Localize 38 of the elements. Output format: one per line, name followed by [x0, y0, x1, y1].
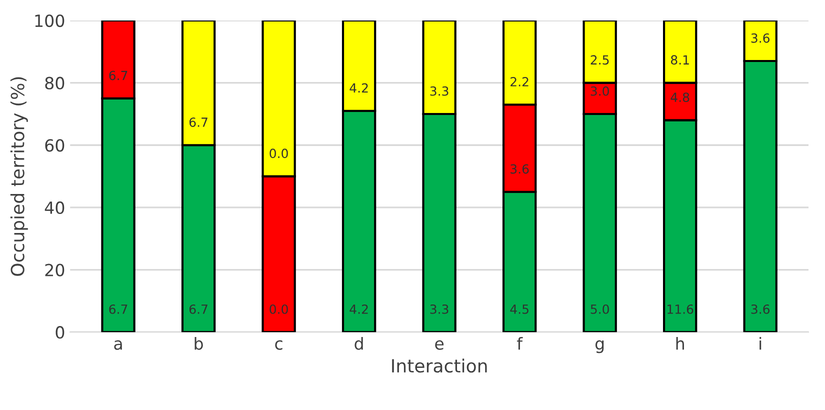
annotation: 6.7	[189, 118, 208, 127]
annotation: 0.0	[270, 304, 288, 314]
x-tick-label: e	[435, 340, 444, 350]
annotation: 4.8	[670, 92, 690, 102]
y-tick-label: 60	[45, 139, 64, 152]
y-tick-label: 100	[35, 14, 64, 28]
annotation: 2.5	[590, 55, 609, 65]
annotation: 4.2	[350, 83, 368, 92]
annotation: 6.7	[109, 304, 128, 314]
annotation: 3.6	[751, 33, 770, 43]
x-tick-label: g	[595, 340, 604, 354]
x-tick-label: a	[114, 340, 122, 350]
annotation: 3.3	[430, 86, 448, 96]
y-tick-label: 20	[45, 264, 64, 276]
annotation: 4.2	[350, 304, 368, 314]
annotation: 3.0	[590, 86, 609, 96]
x-tick-label: c	[275, 340, 282, 350]
annotation: 3.6	[751, 304, 770, 314]
annotation: 8.1	[670, 55, 689, 65]
y-axis-title: Occupied territory (%)	[10, 77, 28, 276]
x-tick-label: d	[354, 336, 363, 350]
x-tick-label: f	[517, 336, 523, 350]
x-tick-label: i	[760, 336, 762, 350]
annotation: 2.2	[510, 76, 528, 86]
x-axis-title: Interaction	[392, 358, 487, 373]
annotation: 3.6	[510, 164, 529, 174]
annotation: 6.7	[109, 70, 128, 80]
annotation: 4.5	[510, 304, 528, 314]
annotation: 5.0	[590, 304, 609, 314]
annotation: 6.7	[189, 304, 208, 314]
annotation: 3.3	[430, 304, 448, 314]
y-tick-label: 80	[45, 76, 64, 90]
x-tick-label: h	[676, 336, 684, 350]
x-tick-label: b	[194, 336, 203, 350]
y-tick-label: 40	[44, 201, 64, 214]
annotation: 0.0	[270, 148, 288, 158]
y-tick-label: 0	[56, 326, 64, 339]
annotation: 11.6	[668, 304, 694, 314]
